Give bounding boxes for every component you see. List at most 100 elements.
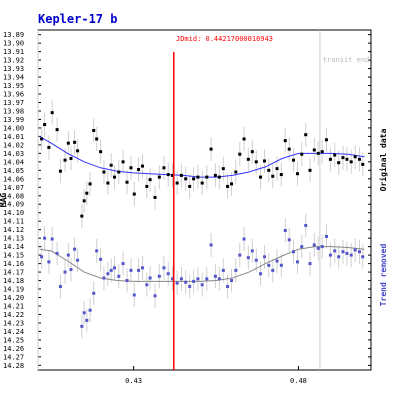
data-point	[102, 276, 106, 280]
data-point	[328, 157, 332, 161]
y-tick-label: 14.11	[3, 218, 24, 226]
data-point	[92, 291, 96, 295]
data-point	[250, 249, 254, 253]
data-point	[117, 274, 121, 278]
data-point	[341, 250, 345, 254]
data-point	[267, 168, 271, 172]
data-point	[361, 162, 365, 166]
data-point	[250, 150, 254, 154]
y-tick-label: 14.23	[3, 319, 24, 327]
data-point	[304, 133, 308, 137]
data-point	[66, 141, 70, 145]
data-point	[162, 166, 166, 170]
data-point	[80, 214, 84, 218]
data-point	[295, 260, 299, 264]
data-point	[226, 284, 230, 288]
y-tick-label: 13.89	[3, 31, 24, 39]
data-point	[179, 173, 183, 177]
y-tick-label: 14.12	[3, 226, 24, 234]
x-tick-label: 0.43	[125, 377, 142, 385]
y-tick-label: 13.90	[3, 40, 24, 48]
y-tick-label: 13.98	[3, 107, 24, 115]
data-point	[217, 175, 221, 179]
data-point	[271, 174, 275, 178]
data-point	[308, 262, 312, 266]
data-point	[76, 149, 80, 153]
y-tick-label: 13.93	[3, 65, 24, 73]
data-point	[132, 192, 136, 196]
data-point	[162, 266, 166, 270]
data-point	[112, 266, 116, 270]
data-point	[279, 263, 283, 267]
data-point	[50, 237, 54, 241]
error-bars	[41, 100, 364, 339]
data-point	[121, 262, 125, 266]
data-point	[275, 259, 279, 263]
data-point	[40, 255, 44, 259]
data-point	[137, 268, 141, 272]
data-point	[238, 152, 242, 156]
data-point	[267, 263, 271, 267]
y-axis-label: MAG	[0, 193, 8, 208]
y-tick-label: 14.06	[3, 175, 24, 183]
data-point	[230, 182, 234, 186]
y-tick-label: 14.25	[3, 336, 24, 344]
data-point	[333, 249, 337, 253]
data-point	[179, 277, 183, 281]
data-point	[157, 274, 161, 278]
data-point	[82, 311, 86, 315]
data-point	[316, 246, 320, 250]
data-point	[55, 128, 59, 132]
data-point	[69, 156, 73, 160]
y-tick-label: 13.99	[3, 116, 24, 124]
data-point	[213, 274, 217, 278]
data-point	[125, 180, 129, 184]
y-tick-label: 13.95	[3, 82, 24, 90]
y-tick-label: 13.97	[3, 99, 24, 107]
x-axis: 0.43 0.48	[125, 366, 307, 385]
data-point	[226, 184, 230, 188]
data-point	[242, 237, 246, 241]
data-point	[300, 245, 304, 249]
data-point	[271, 268, 275, 272]
data-point	[345, 251, 349, 255]
data-point	[73, 247, 77, 251]
data-point	[153, 195, 157, 199]
data-point	[361, 255, 365, 259]
data-point	[287, 238, 291, 242]
data-point	[324, 234, 328, 238]
data-point	[320, 150, 324, 154]
y-tick-label: 14.13	[3, 235, 24, 243]
data-point	[82, 199, 86, 203]
series-original-data	[39, 111, 365, 218]
data-point	[129, 166, 133, 170]
data-point	[263, 255, 267, 259]
y-tick-label: 14.19	[3, 286, 24, 294]
data-point	[145, 184, 149, 188]
data-point	[73, 140, 77, 144]
data-point	[196, 175, 200, 179]
data-point	[337, 161, 341, 165]
data-point	[295, 172, 299, 176]
data-point	[324, 138, 328, 142]
y-tick-label: 14.00	[3, 124, 24, 132]
data-point	[166, 272, 170, 276]
data-point	[205, 175, 209, 179]
data-point	[106, 181, 110, 185]
data-point	[175, 181, 179, 185]
y-tick-label: 14.16	[3, 260, 24, 268]
y-tick-label: 14.17	[3, 269, 24, 277]
data-point	[345, 157, 349, 161]
data-point	[209, 147, 213, 151]
data-point	[205, 277, 209, 281]
data-point	[88, 182, 92, 186]
data-point	[230, 279, 234, 283]
y-tick-label: 13.94	[3, 74, 24, 82]
series-trend-removed	[39, 223, 365, 328]
data-point	[92, 128, 96, 132]
data-point	[109, 268, 113, 272]
y-tick-label: 14.22	[3, 311, 24, 319]
transit-end-label: transit end	[323, 56, 369, 64]
data-point	[337, 255, 341, 259]
data-point	[157, 175, 161, 179]
